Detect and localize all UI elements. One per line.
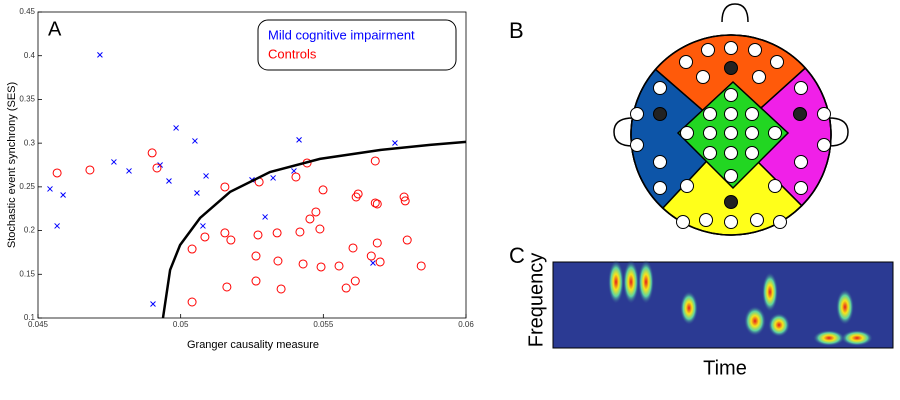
- point: [200, 232, 210, 242]
- point: [375, 257, 385, 267]
- point: [166, 178, 172, 184]
- legend-box: [257, 19, 457, 71]
- point: [85, 165, 95, 175]
- point: [272, 228, 282, 238]
- electrodes: [630, 41, 831, 229]
- point: [253, 230, 263, 240]
- point: [341, 283, 351, 293]
- x-axis-label: Time: [703, 357, 747, 379]
- point: [152, 163, 162, 173]
- point: [298, 259, 308, 269]
- x-tick-label: 0.05: [173, 320, 189, 329]
- point: [400, 196, 410, 206]
- point: [348, 243, 358, 253]
- point: [370, 198, 380, 208]
- point: [173, 125, 179, 131]
- y-tick-label: 0.25: [19, 182, 35, 191]
- point: [262, 214, 268, 220]
- y-tick-label: 0.3: [24, 138, 36, 147]
- point: [60, 192, 66, 198]
- point: [111, 159, 117, 165]
- point: [220, 182, 230, 192]
- point: [251, 251, 261, 261]
- spectrogram: [552, 260, 894, 349]
- legend-entry: Controls: [268, 46, 317, 61]
- point: [194, 190, 200, 196]
- point: [372, 238, 382, 248]
- point: [402, 235, 412, 245]
- y-axis-label: Stochastic event synchrony (SES): [6, 82, 18, 248]
- point: [47, 186, 53, 192]
- point: [273, 256, 283, 266]
- point: [147, 148, 157, 158]
- point: [251, 276, 261, 286]
- point: [370, 260, 376, 266]
- point: [334, 261, 344, 271]
- point: [54, 223, 60, 229]
- point: [392, 140, 398, 146]
- point: [226, 235, 236, 245]
- point: [203, 173, 209, 179]
- point: [295, 227, 305, 237]
- legend-entry: Mild cognitive impairment: [268, 27, 415, 42]
- panel-label: C: [509, 243, 525, 268]
- y-tick-label: 0.35: [19, 95, 35, 104]
- point: [351, 192, 361, 202]
- point: [192, 138, 198, 144]
- point: [220, 228, 230, 238]
- point: [366, 251, 376, 261]
- point: [126, 168, 132, 174]
- point: [150, 301, 156, 307]
- point: [291, 172, 301, 182]
- point: [97, 51, 103, 58]
- point: [187, 297, 197, 307]
- panel-label: B: [509, 18, 524, 43]
- y-tick-label: 0.1: [24, 313, 36, 322]
- point: [353, 189, 363, 199]
- point: [370, 156, 380, 166]
- x-tick-label: 0.055: [313, 320, 334, 329]
- panel-label: A: [48, 18, 62, 40]
- point: [372, 199, 382, 209]
- y-tick-label: 0.4: [24, 51, 36, 60]
- point: [305, 214, 315, 224]
- y-tick-label: 0.15: [19, 269, 35, 278]
- y-tick-label: 0.2: [24, 226, 36, 235]
- point: [315, 224, 325, 234]
- point: [276, 284, 286, 294]
- y-axis-label: Frequency: [525, 253, 547, 348]
- boundary-line: [161, 140, 467, 319]
- point: [200, 223, 206, 229]
- x-axis-label: Granger causality measure: [187, 339, 319, 351]
- point: [52, 168, 62, 178]
- point: [311, 207, 321, 217]
- x-tick-label: 0.045: [28, 320, 49, 329]
- point: [350, 276, 360, 286]
- point: [270, 175, 276, 181]
- point: [187, 244, 197, 254]
- point: [296, 137, 302, 143]
- point: [222, 282, 232, 292]
- y-tick-label: 0.45: [19, 7, 35, 16]
- point: [416, 261, 426, 271]
- point: [316, 262, 326, 272]
- point: [318, 185, 328, 195]
- point: [399, 192, 409, 202]
- x-tick-label: 0.06: [458, 320, 474, 329]
